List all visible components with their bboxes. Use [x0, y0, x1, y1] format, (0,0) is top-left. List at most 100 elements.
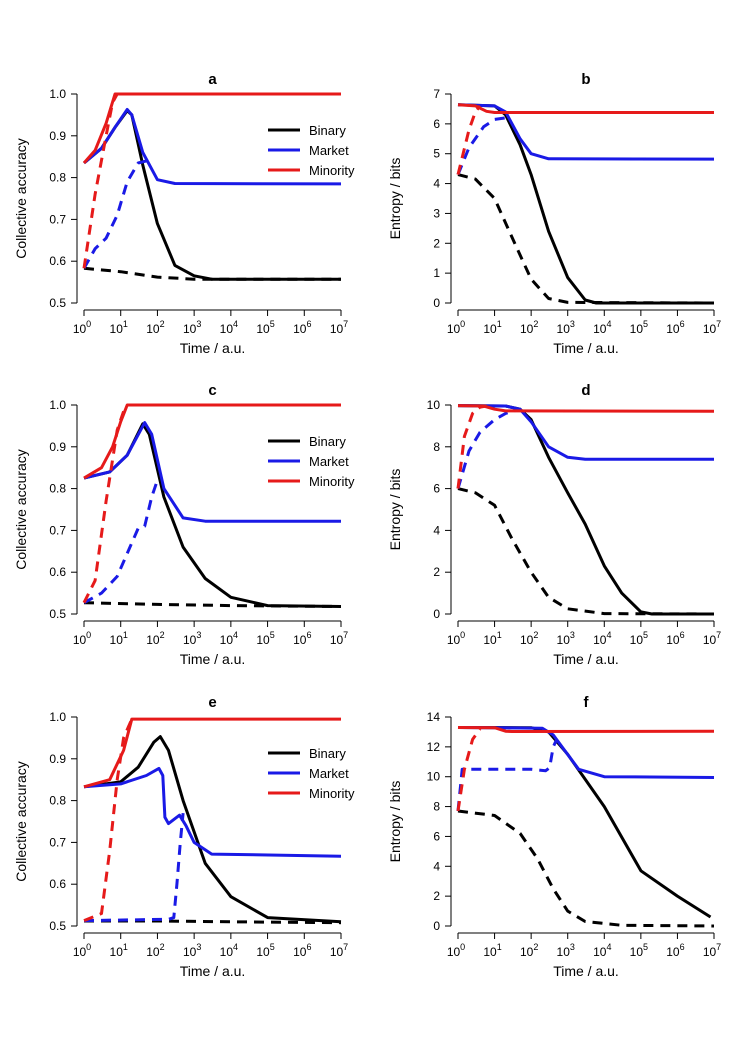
- legend-label-binary: Binary: [309, 746, 346, 761]
- series-binary-solid: [83, 109, 341, 281]
- y-tick-label: 0: [433, 919, 440, 933]
- y-axis-label: Collective accuracy: [13, 138, 29, 259]
- x-tick-label: 103: [183, 319, 201, 336]
- y-tick-label: 2: [433, 236, 440, 250]
- y-tick-label: 1.0: [49, 710, 66, 724]
- y-tick-label: 0.6: [49, 877, 66, 891]
- x-tick-label: 104: [593, 319, 611, 336]
- x-tick-label: 100: [73, 630, 91, 647]
- y-tick-label: 0.9: [49, 752, 66, 766]
- y-axis-label: Entropy / bits: [387, 781, 403, 863]
- legend-label-minority: Minority: [309, 163, 355, 178]
- series-binary-dashed: [457, 809, 715, 928]
- panel-e: e 100 101 102 103 104 105 106 107 0.5 0.6 0.7 0.8 0.9…: [13, 694, 355, 979]
- y-tick-label: 1: [433, 266, 440, 280]
- x-tick-label: 106: [293, 630, 311, 647]
- x-tick-label: 100: [447, 942, 465, 959]
- series-minority-dashed: [456, 404, 487, 489]
- x-tick-label: 102: [520, 942, 538, 959]
- x-tick-label: 101: [483, 319, 501, 336]
- series-market-dashed: [83, 812, 185, 923]
- x-tick-label: 105: [630, 319, 648, 336]
- x-tick-label: 101: [110, 942, 128, 959]
- y-tick-label: 0.9: [49, 129, 66, 143]
- y-tick-label: 10: [427, 398, 441, 412]
- series-minority-solid: [83, 717, 341, 789]
- panel-b: b 100 101 102 103 104 105 106 107 0 1 2 3 4 5 6 7 Time / …: [387, 71, 721, 356]
- x-tick-label: 103: [557, 630, 575, 647]
- series-binary-solid: [457, 404, 714, 616]
- x-tick-label: 105: [256, 630, 274, 647]
- series-binary-solid: [457, 103, 714, 305]
- panel-a: a 100 101 102 103 104 105 106 107 0.5 0.6 0.7 0.8 0.9…: [13, 71, 355, 356]
- y-tick-label: 3: [433, 206, 440, 220]
- x-tick-label: 106: [293, 942, 311, 959]
- x-axis-label: Time / a.u.: [553, 963, 619, 979]
- y-tick-label: 14: [427, 710, 441, 724]
- series-minority-solid: [457, 404, 715, 413]
- y-axis-label: Entropy / bits: [387, 158, 403, 240]
- x-tick-label: 102: [146, 630, 164, 647]
- y-tick-label: 6: [433, 829, 440, 843]
- x-tick-label: 107: [703, 942, 721, 959]
- x-tick-label: 105: [256, 319, 274, 336]
- series-minority-dashed: [82, 93, 119, 269]
- series-market-solid: [83, 766, 342, 858]
- legend: Binary Market Minority: [268, 123, 355, 178]
- y-tick-label: 8: [433, 800, 440, 814]
- series-binary-solid: [83, 422, 342, 608]
- panel-title: b: [581, 71, 590, 88]
- legend-label-binary: Binary: [309, 434, 346, 449]
- x-tick-label: 104: [220, 319, 238, 336]
- x-tick-label: 102: [520, 630, 538, 647]
- y-tick-label: 0.9: [49, 440, 66, 454]
- y-tick-label: 8: [433, 440, 440, 454]
- legend-label-market: Market: [309, 143, 349, 158]
- y-tick-label: 0.8: [49, 171, 66, 185]
- x-tick-label: 107: [703, 319, 721, 336]
- x-axis-label: Time / a.u.: [180, 651, 246, 667]
- legend-label-market: Market: [309, 454, 349, 469]
- x-tick-label: 102: [520, 319, 538, 336]
- series-market-dashed: [83, 479, 159, 605]
- series-market-solid: [83, 421, 341, 523]
- x-tick-label: 102: [146, 942, 164, 959]
- x-tick-label: 101: [110, 319, 128, 336]
- x-tick-label: 107: [330, 319, 348, 336]
- x-tick-label: 107: [703, 630, 721, 647]
- series-minority-solid: [82, 92, 341, 164]
- series-minority-solid: [457, 726, 715, 733]
- x-axis-label: Time / a.u.: [180, 340, 246, 356]
- series-binary-dashed: [83, 266, 341, 281]
- y-tick-label: 0: [433, 296, 440, 310]
- x-tick-label: 107: [330, 630, 348, 647]
- x-axis-label: Time / a.u.: [180, 963, 246, 979]
- series-market-solid: [83, 108, 342, 186]
- panel-f: f 100 101 102 103 104 105 106 107 0 2 4 6 8 10 12 14 Time…: [387, 694, 721, 979]
- x-tick-label: 105: [256, 942, 274, 959]
- y-tick-label: 4: [433, 859, 440, 873]
- panel-title: c: [208, 382, 216, 399]
- legend: Binary Market Minority: [268, 434, 355, 489]
- series-binary-dashed: [457, 487, 715, 616]
- y-tick-label: 0.5: [49, 919, 66, 933]
- y-tick-label: 1.0: [49, 87, 66, 101]
- x-tick-label: 103: [557, 319, 575, 336]
- y-tick-label: 0.8: [49, 794, 66, 808]
- series-minority-solid: [457, 103, 714, 114]
- series-binary-dashed: [83, 601, 342, 608]
- x-tick-label: 107: [330, 942, 348, 959]
- x-tick-label: 101: [110, 630, 128, 647]
- x-tick-label: 100: [447, 630, 465, 647]
- y-tick-label: 2: [433, 889, 440, 903]
- x-axis-label: Time / a.u.: [553, 340, 619, 356]
- series-market-solid: [457, 103, 715, 161]
- panel-c: c 100 101 102 103 104 105 106 107 0.5 0.6 0.7 0.8 0.9…: [13, 382, 355, 667]
- x-tick-label: 103: [183, 942, 201, 959]
- x-axis-label: Time / a.u.: [553, 651, 619, 667]
- series-market-dashed: [456, 738, 559, 812]
- x-tick-label: 100: [73, 319, 91, 336]
- y-tick-label: 6: [433, 482, 440, 496]
- series-market-dashed: [456, 116, 506, 176]
